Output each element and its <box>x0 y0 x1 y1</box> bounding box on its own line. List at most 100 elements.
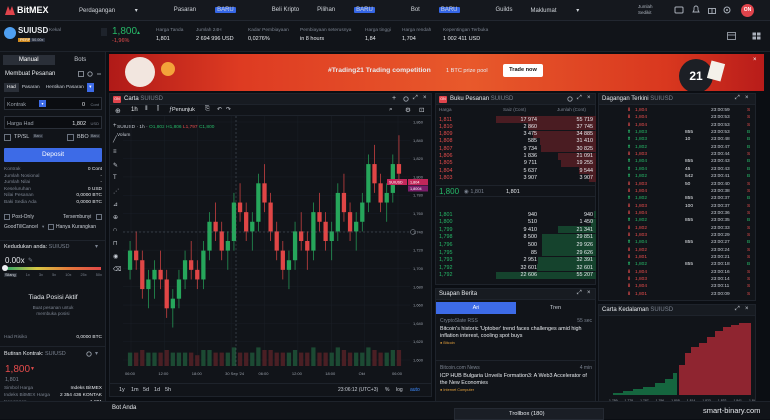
tif-dropdown-icon[interactable]: ▾ <box>42 224 45 229</box>
nav-buy-crypto[interactable]: Beli Kripto <box>271 7 300 13</box>
reduce-only-checkbox[interactable] <box>48 224 54 230</box>
contract-collapse-icon[interactable]: ▾ <box>95 351 99 357</box>
tpsl-checkbox[interactable] <box>4 134 11 141</box>
auto-toggle[interactable]: auto <box>410 387 420 393</box>
gear-icon[interactable] <box>567 96 573 102</box>
time-in-force-select[interactable]: GoodTillCancel <box>4 224 38 230</box>
quantity-dropdown-icon[interactable]: ▾ <box>39 100 46 107</box>
wallet-icon[interactable] <box>674 5 684 15</box>
hline-icon[interactable]: ≡ <box>113 149 117 155</box>
range-1m[interactable]: 1m <box>131 387 139 393</box>
log-toggle[interactable]: log <box>396 387 403 393</box>
nav-trading[interactable]: Perdagangan ▾ <box>79 7 138 14</box>
ask-row[interactable]: 1,808 585 31 410 <box>436 137 596 146</box>
close-icon[interactable]: × <box>423 95 427 101</box>
bid-row[interactable]: 1,798 8 500 29 851 <box>436 233 596 241</box>
contract-quantity-input[interactable]: Kontrak ▾ 0 Cont <box>4 97 102 110</box>
your-bots-label[interactable]: Bot Anda <box>112 405 137 411</box>
candle-type-icon[interactable]: ⫴ <box>145 106 148 112</box>
expand-icon[interactable]: ⤢ <box>735 306 740 312</box>
undo-icon[interactable]: ↶ <box>217 107 223 113</box>
trash-icon[interactable]: ⌫ <box>113 267 122 273</box>
banner-close-icon[interactable]: × <box>753 57 757 63</box>
close-icon[interactable]: × <box>587 95 591 101</box>
bid-row[interactable]: 1,799 9 410 21 341 <box>436 226 596 234</box>
add-widget-icon[interactable]: + <box>392 95 397 102</box>
deposit-button[interactable]: Deposit <box>4 148 102 162</box>
news-item[interactable]: CryptoSlate RSS 55 sec Bitcoin's histori… <box>440 318 592 345</box>
nav-options[interactable]: Pilihan BARU <box>317 7 375 13</box>
timeframe-selector[interactable]: 1h <box>131 107 138 113</box>
settings-icon[interactable] <box>722 5 732 15</box>
brush-icon[interactable]: ✎ <box>113 163 119 169</box>
bar-compare-icon[interactable]: ⫿ <box>157 106 159 112</box>
magnet-icon[interactable]: ∩ <box>113 227 118 233</box>
cross-margin-toggle[interactable]: Silang <box>4 273 17 277</box>
bid-row[interactable]: 1,795 85 29 626 <box>436 249 596 257</box>
indicator-icon[interactable]: ƒ <box>169 107 173 113</box>
minimize-icon[interactable] <box>96 71 102 77</box>
crosshair-icon[interactable]: + <box>113 123 117 129</box>
range-1y[interactable]: 1y <box>119 387 125 393</box>
zoom-icon[interactable]: ⊕ <box>113 215 119 221</box>
layout-icon[interactable] <box>727 32 736 40</box>
order-type-more[interactable]: ▾ <box>86 83 94 92</box>
nav-info[interactable]: Maklumat ▾ <box>530 7 580 14</box>
ruler-icon[interactable]: ⊿ <box>113 202 119 208</box>
trade-now-button[interactable]: Trade now <box>503 64 543 77</box>
bell-icon[interactable] <box>691 5 701 15</box>
ask-row[interactable]: 1,809 3 475 34 885 <box>436 130 596 138</box>
indicators-button[interactable]: Penunjuk <box>172 107 195 113</box>
bid-row[interactable]: 1,801 940 940 <box>436 211 596 219</box>
grid-icon[interactable] <box>752 32 761 40</box>
order-type-stop-market[interactable]: Hentikan Pasaran <box>45 85 84 90</box>
nav-guilds[interactable]: Guilds <box>495 7 513 13</box>
ticker-collapse[interactable] <box>101 28 107 36</box>
bid-row[interactable]: 1,792 22 606 55 207 <box>436 271 596 279</box>
expand-icon[interactable]: ⤢ <box>577 95 582 101</box>
pattern-icon[interactable]: ⋰ <box>113 189 119 195</box>
hidden-checkbox[interactable] <box>96 214 102 220</box>
tab-manual[interactable]: Manual <box>3 55 55 65</box>
depth-chart[interactable]: 1,7591,7781,7871,7961,8051,8141,8231,832… <box>599 317 755 405</box>
bid-row[interactable]: 1,792 32 601 32 601 <box>436 264 596 272</box>
limit-price-input[interactable]: Harga Had 1,802 USD <box>4 116 102 129</box>
tab-bots[interactable]: Bots <box>74 57 87 63</box>
trendline-icon[interactable]: ╱ <box>113 137 117 143</box>
snapshot-icon[interactable]: ⎘ <box>205 106 210 112</box>
percent-toggle[interactable]: % <box>385 387 390 393</box>
leverage-slider[interactable] <box>5 267 101 270</box>
nav-markets[interactable]: Pasaran BARU <box>173 7 236 13</box>
close-icon[interactable]: × <box>745 306 749 312</box>
camera-icon[interactable]: ⊡ <box>419 107 425 114</box>
news-tab-all[interactable]: Ari <box>436 302 516 314</box>
range-5d[interactable]: 5d <box>143 387 150 393</box>
bid-row[interactable]: 1,800 510 1 450 <box>436 218 596 226</box>
ask-row[interactable]: 1,810 2 860 37 745 <box>436 123 596 131</box>
close-icon[interactable]: × <box>587 290 591 296</box>
nav-bot[interactable]: Bot BARU <box>410 7 460 13</box>
pencil-icon[interactable]: ✎ <box>28 258 34 264</box>
candlestick-chart[interactable]: 1,860 1,840 1,820 1,800 1,780 1,760 1,740 1,720… <box>123 116 431 378</box>
calculator-icon[interactable] <box>78 71 84 77</box>
news-tab-trending[interactable]: Tren <box>549 305 562 311</box>
ask-row[interactable]: 1,804 5 637 9 544 <box>436 167 596 175</box>
gear-icon[interactable] <box>86 351 92 357</box>
range-1d[interactable]: 1d <box>154 387 161 393</box>
bid-row[interactable]: 1,796 500 29 926 <box>436 241 596 249</box>
chart-settings-icon[interactable]: ⚙ <box>405 107 411 114</box>
bitmex-logo[interactable]: BitMEX <box>5 5 77 15</box>
lock-icon[interactable]: ⊓ <box>113 241 118 247</box>
user-avatar[interactable]: ON <box>741 4 754 17</box>
text-icon[interactable]: T <box>113 175 117 181</box>
ticker-symbol[interactable]: SUIUSD <box>18 26 49 35</box>
add-symbol-icon[interactable]: ⊕ <box>115 108 121 115</box>
search-icon[interactable]: ⌕ <box>389 106 393 113</box>
redo-icon[interactable]: ↷ <box>226 107 232 113</box>
ask-row[interactable]: 1,803 3 907 3 907 <box>436 174 596 182</box>
gear-icon[interactable] <box>403 96 409 102</box>
ask-row[interactable]: 1,806 1 836 21 091 <box>436 152 596 160</box>
order-type-limit[interactable]: Had <box>4 83 19 92</box>
account-balance[interactable]: Jumlah Sedikit <box>638 4 653 15</box>
expand-icon[interactable]: ⤢ <box>413 95 418 101</box>
